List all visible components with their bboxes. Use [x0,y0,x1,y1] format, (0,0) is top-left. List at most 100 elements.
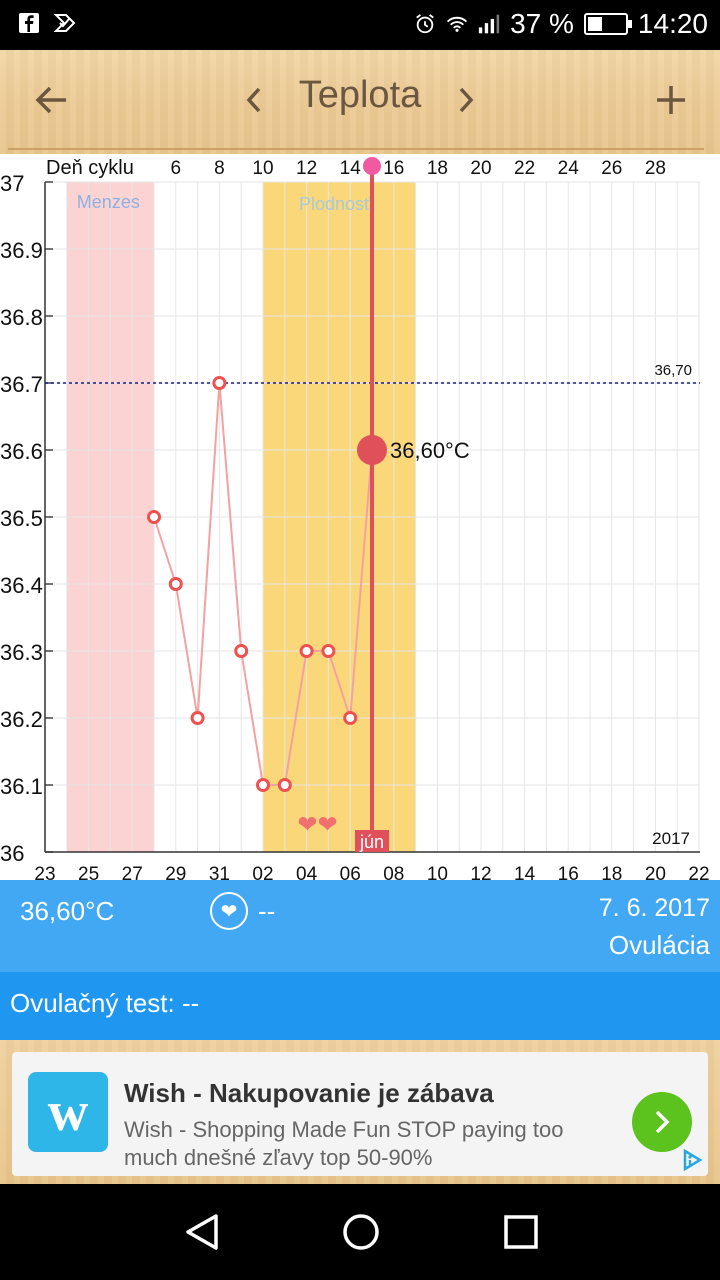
date-tick-label: 23 [34,864,55,880]
page-title: Teplota [298,74,422,116]
add-button[interactable] [646,70,696,130]
signal-icon [478,14,500,34]
date-tick-label: 08 [383,864,404,880]
selected-day-handle[interactable] [363,157,381,175]
date-tick-label: 25 [78,864,99,880]
y-tick-label: 36 [0,841,24,866]
date-tick-label: 18 [601,864,622,880]
adchoices-icon[interactable] [680,1148,704,1172]
cycle-day-tick-label: 22 [514,158,535,179]
cycle-day-tick-label: 14 [340,158,362,179]
date-tick-label: 02 [252,864,273,880]
date-tick-label: 12 [470,864,491,880]
ad-title: Wish - Nakupovanie je zábava [124,1078,494,1108]
date-tick-label: 31 [209,864,230,880]
cycle-day-tick-label: 12 [296,158,317,179]
toolbar: Teplota [0,50,720,154]
cycle-day-axis-label: Deň cyklu [46,157,134,179]
alarm-icon [416,14,434,34]
temperature-chart[interactable]: 37 36.9 36.8 36.7 36.6 36.5 36.4 36.3 36.2 36.1 36… [0,154,720,880]
y-tick-label: 36.5 [0,506,43,531]
heart-value: -- [258,896,276,926]
intercourse-hearts-icon: ❤❤ [297,811,337,839]
heart-icon[interactable]: ❤ [210,892,248,930]
date-tick-label: 14 [514,864,536,880]
cycle-day-tick-label: 8 [214,158,225,179]
temperature-point[interactable] [321,644,336,658]
date-tick-label: 20 [645,864,666,880]
triangle-back-icon [186,1214,218,1250]
back-arrow-icon [35,86,66,114]
square-recents-icon [504,1215,538,1249]
ad-banner[interactable]: w Wish - Nakupovanie je zábava Wish - Sh… [12,1052,708,1176]
check-icon [54,14,76,32]
y-tick-label: 36.7 [0,372,43,397]
y-tick-label: 36.9 [0,238,43,263]
date-tick-label: 27 [122,864,143,880]
temperature-value: 36,60°C [20,896,115,926]
battery-percent: 37 % [510,8,574,39]
battery-icon [583,13,632,35]
wish-logo-icon: w [28,1072,108,1152]
y-tick-label: 36.8 [0,305,43,330]
y-tick-label: 36.6 [0,439,43,464]
y-tick-label: 37 [0,171,24,196]
cycle-day-tick-label: 18 [427,158,448,179]
date-tick-label: 22 [688,864,709,880]
clock: 14:20 [637,8,708,39]
temperature-point[interactable] [343,711,358,725]
temperature-point[interactable] [212,376,227,390]
temperature-point[interactable] [234,644,249,658]
status-bar: 37 % 14:20 [0,0,720,50]
zone-label-menstruation: Menzes [77,192,140,212]
ad-open-button[interactable] [632,1092,692,1152]
y-tick-label: 36.2 [0,707,43,732]
cycle-day-tick-label: 6 [171,158,182,179]
nav-recents-button[interactable] [501,1212,541,1252]
cycle-day-tick-label: 24 [558,158,580,179]
zone-label-fertility: Plodnosť [299,194,371,214]
ad-description: Wish - Shopping Made Fun STOP paying too… [124,1117,564,1170]
y-tick-label: 36.4 [0,573,43,598]
temperature-point[interactable] [256,778,270,792]
selected-temperature-label: 36,60°C [390,438,470,463]
temperature-point[interactable] [147,510,161,524]
coverline-label: 36,70 [654,362,692,379]
date-tick-label: 04 [296,864,318,880]
cycle-day-tick-label: 16 [383,158,404,179]
previous-button[interactable] [236,70,272,130]
temperature-point[interactable] [168,577,183,591]
selected-date: 7. 6. 2017 [598,894,710,922]
circle-home-icon [343,1214,379,1250]
temperature-point[interactable] [190,711,205,725]
cycle-day-tick-label: 20 [470,158,491,179]
cycle-day-tick-label: 28 [645,158,666,179]
temperature-point[interactable] [299,644,314,658]
cycle-day-tick-label: 10 [252,158,273,179]
day-info-bar: 36,60°C ❤ -- 7. 6. 2017 Ovulácia [0,880,720,972]
back-button[interactable] [24,70,80,130]
toolbar-divider [8,148,704,150]
ad-container: w Wish - Nakupovanie je zábava Wish - Sh… [0,1040,720,1184]
month-label-box [355,830,389,852]
year-label: 2017 [652,829,690,848]
temperature-point[interactable] [277,778,292,792]
ovulation-test-bar[interactable]: Ovulačný test: -- [0,972,720,1040]
plus-icon [657,86,685,114]
next-button[interactable] [448,70,484,130]
nav-back-button[interactable] [182,1212,222,1252]
wifi-icon [447,16,468,32]
chart-canvas[interactable]: 37 36.9 36.8 36.7 36.6 36.5 36.4 36.3 36.2 36.1 36… [0,154,720,880]
date-tick-label: 10 [427,864,448,880]
y-tick-label: 36.1 [0,774,43,799]
date-tick-label: 16 [558,864,579,880]
selected-temperature-point[interactable] [357,435,387,465]
ovulation-test-label: Ovulačný test: -- [10,988,200,1018]
y-tick-label: 36.3 [0,640,43,665]
date-tick-label: 06 [340,864,361,880]
chevron-left-icon [246,87,261,113]
chevron-right-icon [655,1110,670,1134]
cycle-phase: Ovulácia [608,930,710,960]
chevron-right-icon [459,87,474,113]
nav-home-button[interactable] [341,1212,381,1252]
